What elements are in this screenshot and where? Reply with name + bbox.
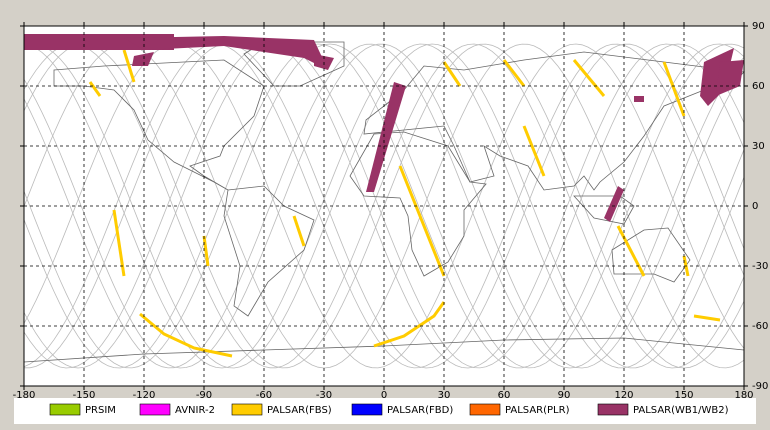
x-tick-label: -60 [256, 390, 272, 401]
wb-swath [132, 52, 154, 66]
x-tick-label: -90 [196, 390, 212, 401]
coastline [363, 51, 745, 191]
fbs-swath [122, 49, 136, 83]
x-tick-label: 120 [614, 390, 633, 401]
x-tick-label: 30 [438, 390, 451, 401]
wb-swath [124, 36, 328, 70]
fbs-swath [292, 215, 306, 247]
map-border [23, 25, 745, 387]
legend-label: PALSAR(FBS) [267, 405, 332, 416]
legend-swatch [139, 403, 171, 416]
legend-label: PRSIM [85, 405, 116, 416]
x-tick-label: 0 [381, 390, 387, 401]
legend-swatch [597, 403, 629, 416]
wb-swath [716, 60, 744, 96]
legend-swatch [469, 403, 501, 416]
x-tick-label: 60 [498, 390, 511, 401]
fbs-swath [442, 61, 462, 87]
coastline [349, 131, 487, 277]
fbs-swath [373, 301, 446, 348]
coastline [573, 195, 635, 225]
fbs-swath [693, 314, 721, 322]
fbs-swath [88, 81, 102, 97]
x-tick-label: 180 [734, 390, 753, 401]
orbit-track [23, 43, 745, 369]
fbs-swath [139, 312, 233, 358]
fbs-swath [112, 209, 126, 277]
legend-swatch [231, 403, 263, 416]
fbs-swath [502, 59, 526, 87]
legend-swatch [351, 403, 383, 416]
fbs-swath [662, 61, 686, 117]
fbs-swath [616, 225, 646, 277]
y-tick-label: -90 [752, 381, 768, 392]
y-tick-label: -60 [752, 321, 768, 332]
coastline [223, 185, 315, 317]
legend-label: AVNIR-2 [175, 405, 215, 416]
y-tick-label: -30 [752, 261, 768, 272]
y-tick-label: 60 [752, 81, 765, 92]
legend-swatch [49, 403, 81, 416]
fbs-swath [522, 125, 546, 177]
wb-swath [634, 96, 644, 102]
x-tick-label: -180 [13, 390, 36, 401]
y-tick-label: 30 [752, 141, 765, 152]
fbs-swath [202, 235, 210, 267]
x-tick-label: -120 [133, 390, 156, 401]
x-tick-label: 90 [558, 390, 571, 401]
legend-label: PALSAR(FBD) [387, 405, 453, 416]
wb-swath [366, 82, 406, 192]
fbs-swath [572, 59, 606, 97]
fbs-swath [398, 165, 446, 277]
wb-swath [604, 186, 624, 222]
map-layers: -180 -150 -120 -90 -60 -30 0 30 60 90 120 150 180-90… [13, 21, 769, 401]
x-tick-label: -150 [73, 390, 96, 401]
y-tick-label: 0 [752, 201, 758, 212]
legend-label: PALSAR(PLR) [505, 405, 570, 416]
legend-box [14, 398, 756, 424]
coastline [611, 227, 691, 283]
x-tick-label: -30 [316, 390, 332, 401]
legend-label: PALSAR(WB1/WB2) [633, 405, 729, 416]
x-tick-label: 150 [674, 390, 693, 401]
y-tick-label: 90 [752, 21, 765, 32]
